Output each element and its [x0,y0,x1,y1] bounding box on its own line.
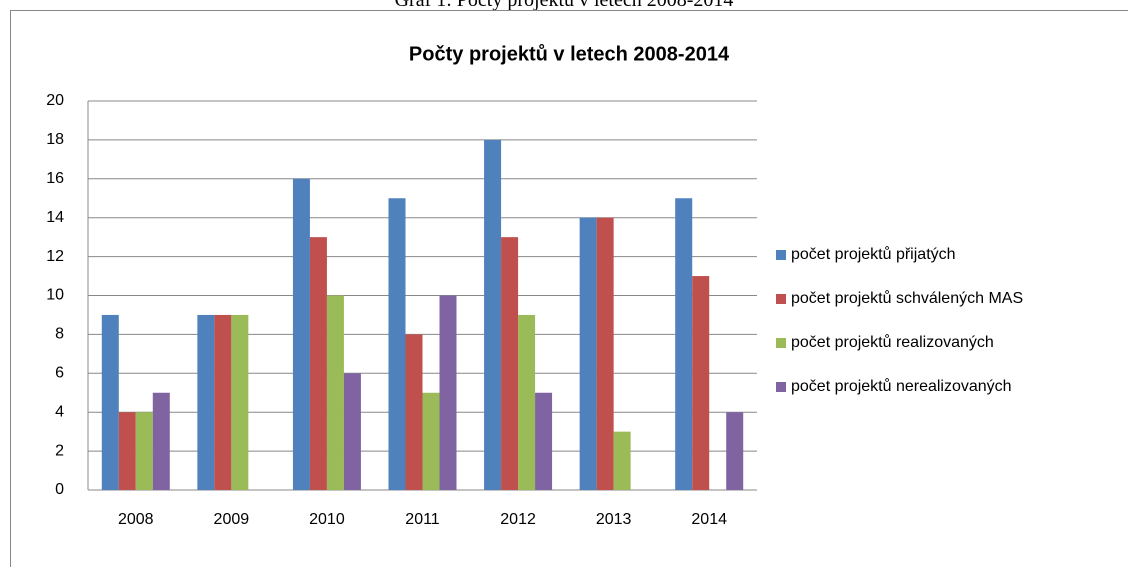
x-tick-label: 2014 [691,511,727,528]
y-tick-label: 0 [55,481,64,498]
legend-swatch [776,338,786,348]
caption: Graf 1: Počty projektů v letech 2008-201… [394,0,734,11]
bar [596,217,614,490]
chart-border [10,10,1128,567]
bar [197,314,215,490]
y-tick-label: 14 [46,209,64,226]
legend-swatch [776,250,786,260]
legend-swatch [776,294,786,304]
bar [292,178,310,491]
bar [675,198,693,490]
y-tick-label: 16 [46,170,64,187]
y-tick-label: 2 [55,442,64,459]
x-tick-label: 2009 [214,511,250,528]
y-tick-label: 18 [46,131,64,148]
bar [535,392,553,490]
x-tick-label: 2008 [118,511,154,528]
bar [501,237,519,490]
y-tick-label: 10 [46,287,64,304]
bar [726,412,744,490]
bar [214,314,232,490]
x-tick-label: 2010 [309,511,345,528]
bar [135,412,153,490]
legend-swatch [776,382,786,392]
x-tick-label: 2013 [596,511,632,528]
bar [484,139,502,490]
bar [152,392,170,490]
y-tick-label: 20 [46,92,64,109]
bar [231,314,249,490]
bar [343,373,361,490]
bar [309,237,327,490]
y-tick-label: 8 [55,326,64,343]
bar [518,314,536,490]
chart-title: Počty projektů v letech 2008-2014 [409,43,730,65]
y-tick-label: 4 [55,403,64,420]
legend-label: počet projektů nerealizovaných [791,377,1012,395]
bar [101,314,119,490]
bar [422,392,440,490]
bar [439,295,457,490]
bar [405,334,423,490]
bar [692,276,710,490]
legend-label: počet projektů realizovaných [791,333,994,351]
bar [388,198,406,490]
x-tick-label: 2011 [405,511,440,528]
bar [326,295,344,490]
bar [613,431,631,490]
legend-label: počet projektů schválených MAS [791,289,1023,307]
legend-label: počet projektů přijatých [791,245,956,263]
y-tick-label: 6 [55,365,64,382]
y-tick-label: 12 [46,248,64,265]
bar [118,412,136,490]
bar [579,217,597,490]
x-tick-label: 2012 [500,511,536,528]
